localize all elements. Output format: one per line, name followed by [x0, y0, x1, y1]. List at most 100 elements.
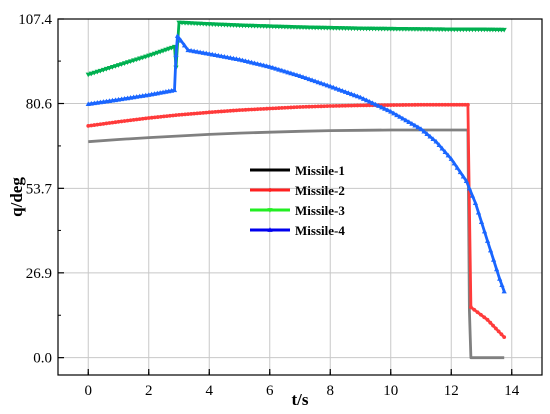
data-point [234, 108, 239, 113]
x-tick-label: 6 [266, 383, 274, 399]
data-point [203, 50, 209, 56]
data-point [188, 47, 194, 53]
data-point [382, 103, 387, 108]
data-point [373, 101, 379, 107]
data-point [385, 107, 391, 113]
data-point [379, 104, 385, 110]
data-point [128, 118, 133, 123]
data-point [434, 102, 439, 107]
legend-entry: Missile-1 [250, 163, 345, 178]
data-point [469, 305, 473, 310]
data-point [494, 266, 500, 272]
data-point [121, 61, 128, 66]
data-point [454, 165, 460, 170]
data-point [195, 111, 200, 116]
data-point [258, 61, 264, 67]
data-point [177, 112, 181, 117]
data-point [91, 70, 97, 76]
data-point [158, 114, 163, 119]
data-point [149, 52, 155, 58]
data-point [360, 96, 367, 101]
data-point [415, 124, 421, 130]
data-point [222, 109, 227, 114]
data-point [400, 115, 406, 121]
data-point [219, 109, 224, 114]
series-layer [85, 20, 507, 360]
data-point [445, 152, 451, 158]
data-point [186, 112, 190, 117]
data-point [276, 106, 281, 110]
data-point [310, 104, 314, 109]
data-point [221, 54, 227, 59]
data-point [104, 121, 109, 126]
data-point [339, 88, 345, 93]
data-point [140, 55, 146, 61]
data-point [206, 51, 212, 56]
data-point [397, 103, 402, 107]
data-point [288, 70, 294, 76]
data-point [239, 57, 246, 63]
data-point [273, 65, 279, 71]
data-point [215, 52, 221, 58]
data-point [499, 282, 505, 288]
data-point [501, 27, 507, 33]
data-point [207, 110, 212, 115]
data-point [246, 107, 251, 112]
data-point [303, 75, 309, 81]
data-point [143, 54, 149, 60]
x-tick-label: 12 [444, 383, 459, 399]
data-point [101, 121, 106, 126]
data-point [171, 87, 178, 93]
data-point [501, 288, 507, 294]
data-point [131, 118, 136, 122]
data-point [460, 102, 465, 107]
grid [58, 19, 542, 375]
data-point [484, 238, 491, 243]
data-point [382, 106, 388, 111]
data-point [313, 104, 318, 109]
data-point [354, 93, 361, 99]
data-point [466, 185, 472, 191]
data-point [457, 102, 462, 107]
data-point [197, 49, 203, 55]
series-4 [85, 33, 507, 294]
data-point [437, 102, 442, 107]
data-point [481, 228, 488, 234]
plot-frame [57, 18, 543, 376]
legend-label: Missile-3 [295, 203, 345, 218]
data-point [107, 121, 112, 125]
data-point [315, 79, 321, 85]
data-point [388, 108, 394, 114]
data-point [173, 52, 179, 57]
data-point [312, 78, 318, 84]
data-point [316, 104, 321, 109]
data-point [491, 323, 495, 328]
data-point [163, 47, 169, 53]
x-tick-label: 8 [327, 383, 335, 399]
data-point [407, 102, 411, 107]
data-point [236, 56, 243, 62]
data-point [291, 71, 297, 77]
data-point [285, 69, 291, 75]
data-point [491, 257, 497, 262]
data-point [488, 320, 493, 325]
data-point [469, 192, 476, 198]
data-point [270, 65, 276, 70]
data-point [169, 45, 175, 51]
data-point [286, 105, 290, 110]
data-point [346, 103, 351, 108]
data-point [191, 48, 197, 54]
data-point [270, 106, 275, 111]
data-point [442, 149, 448, 154]
data-point [410, 102, 414, 107]
data-point [174, 113, 178, 118]
data-point [115, 63, 122, 68]
data-point [472, 307, 477, 312]
data-point [424, 131, 430, 136]
data-point [112, 64, 119, 69]
data-point [361, 103, 366, 108]
data-point [289, 105, 293, 110]
data-point [349, 103, 354, 108]
data-point [200, 50, 206, 55]
